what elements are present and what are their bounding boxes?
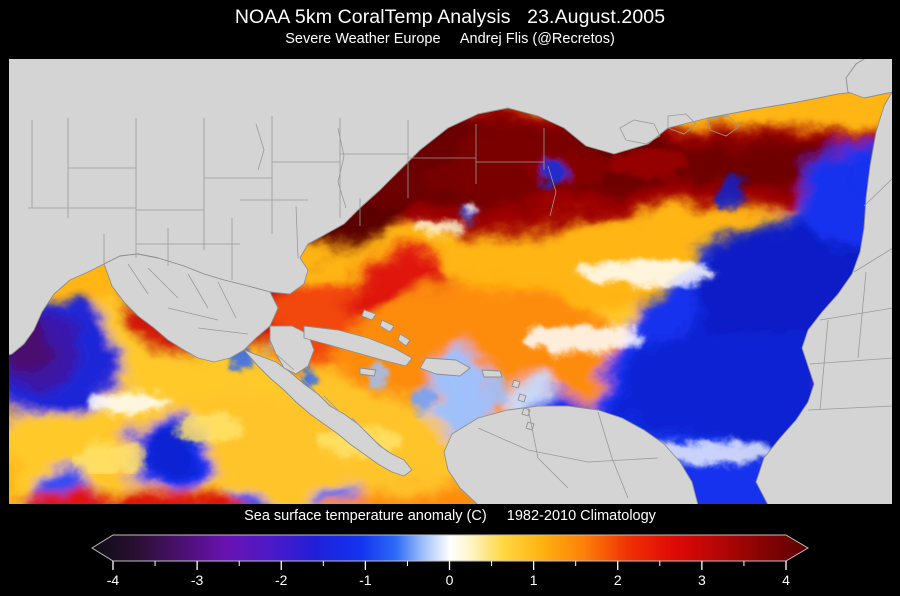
colorbar-block: Sea surface temperature anomaly (C) 1982…: [0, 505, 900, 596]
landmass-jamaica: [359, 367, 377, 377]
colorbar-ticks: [112, 561, 787, 570]
colorbar-tick-label: 0: [446, 572, 454, 588]
landmass-africa: [755, 89, 893, 505]
page-subtitle: Severe Weather Europe Andrej Flis (@Recr…: [285, 31, 615, 47]
colorbar-tick-label: -4: [107, 572, 120, 588]
colorbar-tick-labels: -4 -3 -2 -1 0 1 2 3 4: [107, 572, 790, 588]
colorbar: -4 -3 -2 -1 0 1 2 3 4: [91, 534, 809, 588]
map-panel: [8, 58, 893, 505]
title-block: NOAA 5km CoralTemp Analysis 23.August.20…: [0, 0, 900, 58]
landmass-hispaniola: [419, 357, 471, 377]
landmass-iberia: [845, 58, 893, 99]
page-title: NOAA 5km CoralTemp Analysis 23.August.20…: [234, 6, 666, 28]
landmass-cuba: [303, 325, 413, 367]
colorbar-tick-label: 4: [782, 572, 790, 588]
colorbar-tick-label: 3: [698, 572, 706, 588]
colorbar-tick-label: -3: [191, 572, 204, 588]
map-frame: [8, 58, 893, 505]
landmass-central-america: [243, 349, 413, 477]
colorbar-tick-label: -2: [275, 572, 288, 588]
colorbar-caption: Sea surface temperature anomaly (C) 1982…: [244, 508, 656, 524]
landmass-puerto-rico: [481, 369, 503, 378]
landmass-mexico: [103, 253, 279, 363]
landmass-south-america: [443, 405, 699, 505]
sst-anomaly-map: [8, 58, 893, 505]
colorbar-tick-label: -1: [359, 572, 372, 588]
land-layer: [8, 58, 893, 505]
colorbar-tick-label: 1: [530, 572, 538, 588]
landmass-lesser-antilles: [511, 379, 535, 431]
landmass-yucatan: [269, 325, 315, 375]
landmass-bahamas: [361, 309, 411, 347]
political-borders: [28, 113, 893, 499]
colorbar-tick-label: 2: [614, 572, 622, 588]
colorbar-gradient: [91, 534, 809, 562]
